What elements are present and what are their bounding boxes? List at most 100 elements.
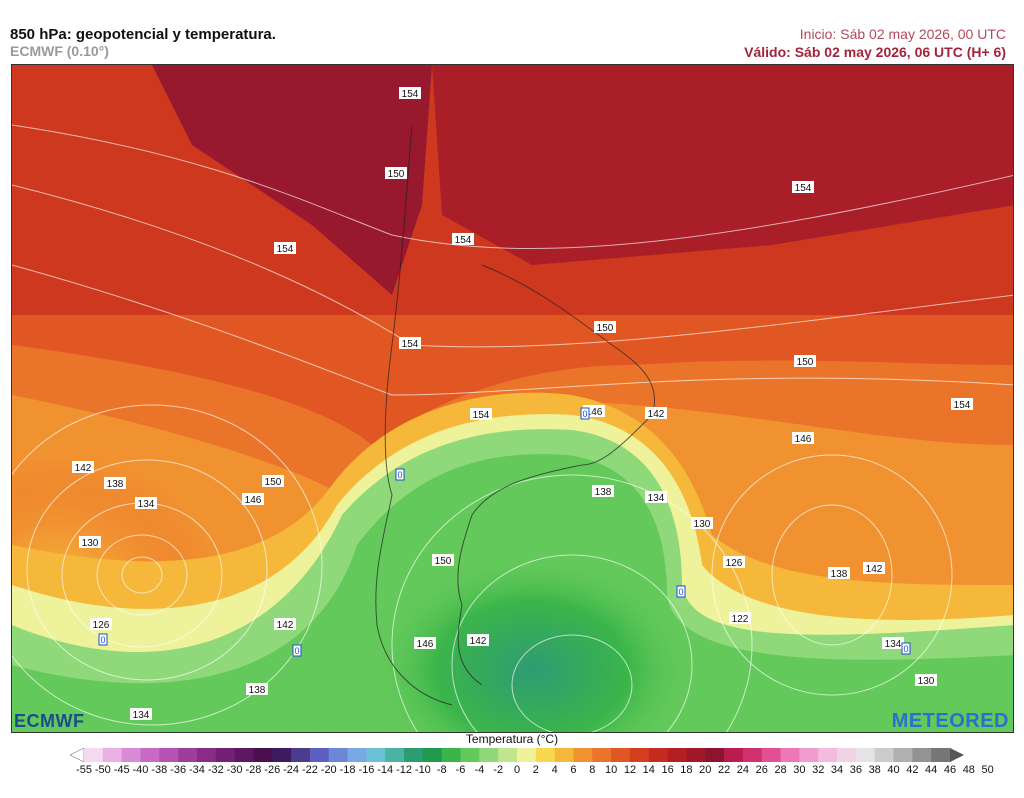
contour-label: 146 [242,493,264,506]
colorbar-segment [234,748,254,762]
svg-text:146: 146 [245,495,262,506]
colorbar-segment [140,748,160,762]
svg-text:146: 146 [586,407,603,418]
contour-label: 126 [90,618,112,631]
svg-text:138: 138 [249,685,266,696]
colorbar-segment [479,748,499,762]
colorbar-tick-label: -24 [283,764,300,776]
contour-label: 122 [729,612,751,625]
svg-text:0: 0 [294,646,299,656]
colorbar-tick-label: 16 [661,764,674,776]
contour-label: 142 [467,634,489,647]
colorbar-segment [498,748,518,762]
contour-label: 134 [882,637,904,650]
colorbar-segment [611,748,631,762]
contour-label: 130 [79,536,101,549]
colorbar-tick-label: -6 [455,764,466,776]
contour-label: 150 [594,321,616,334]
colorbar-segment [159,748,179,762]
contour-label: 146 [792,432,814,445]
colorbar-tick-label: -28 [245,764,262,776]
colorbar-tick-label: -50 [94,764,111,776]
colorbar-tick-label: 2 [532,764,539,776]
svg-text:150: 150 [265,477,282,488]
contour-label: 0 [901,642,911,655]
svg-text:134: 134 [885,639,902,650]
contour-label: 0 [676,585,686,598]
colorbar-segment [724,748,744,762]
colorbar-tick-label: -12 [396,764,412,776]
svg-text:142: 142 [866,564,883,575]
colorbar-tick-label: 44 [925,764,938,776]
colorbar-tick-label: 42 [906,764,919,776]
svg-text:154: 154 [277,244,294,255]
colorbar-tick-label: -26 [264,764,281,776]
colorbar-tick-label: -16 [358,764,375,776]
colorbar-segment [347,748,367,762]
svg-text:146: 146 [795,434,812,445]
contour-label: 126 [723,556,745,569]
colorbar-tick-label: 18 [680,764,693,776]
colorbar-segment [404,748,424,762]
contour-label: 154 [274,242,296,255]
weather-map[interactable]: 154 150 154 154 154 150 154 146 142 150 … [11,64,1014,733]
colorbar-tick-label: 6 [570,764,577,776]
colorbar-segment [196,748,217,762]
colorbar-tick-label: 12 [623,764,637,776]
svg-text:154: 154 [402,89,419,100]
model-label: ECMWF (0.10°) [10,43,109,59]
colorbar-segment [554,748,574,762]
colorbar-segment [893,748,913,762]
map-title: 850 hPa: geopotencial y temperatura. [10,26,276,43]
colorbar-segment [686,748,706,762]
svg-text:154: 154 [402,339,419,350]
colorbar-segment [291,748,311,762]
colorbar-segment [121,748,141,762]
svg-text:154: 154 [795,183,812,194]
colorbar-tick-label: -20 [320,764,337,776]
contour-label: 134 [645,491,667,504]
svg-text:138: 138 [107,479,124,490]
svg-text:0: 0 [397,470,402,480]
contour-label: 0 [292,644,302,657]
colorbar-tick-label: 28 [774,764,787,776]
colorbar-tick-label: 50 [981,764,994,776]
colorbar-segment [535,748,556,762]
colorbar-tick-label: -4 [474,764,485,776]
contour-label: 146 [414,637,436,650]
colorbar-tick-label: 26 [755,764,768,776]
colorbar-tick-label: -34 [189,764,205,776]
colorbar-segment [780,748,800,762]
colorbar-segment [215,748,236,762]
svg-text:0: 0 [678,587,683,597]
svg-text:0: 0 [903,644,908,654]
colorbar-segment [761,748,782,762]
colorbar-segment [253,748,273,762]
colorbar-min-arrow [70,748,85,762]
svg-text:134: 134 [133,710,150,721]
colorbar-segment [178,748,198,762]
colorbar-segment [648,748,669,762]
colorbar-tick-label: -36 [170,764,187,776]
colorbar-tick-label: -10 [414,764,431,776]
contour-label: 138 [592,485,614,498]
valid-time-label: Válido: Sáb 02 may 2026, 06 UTC (H+ 6) [744,44,1006,60]
colorbar-segment [84,748,104,762]
contour-label: 142 [274,618,296,631]
svg-text:150: 150 [435,556,452,567]
svg-text:150: 150 [388,169,405,180]
contour-label: 150 [432,554,454,567]
contour-label: 0 [580,407,590,420]
contour-label: 138 [104,477,126,490]
svg-text:142: 142 [277,620,294,631]
temperature-colorbar [70,748,964,762]
svg-text:150: 150 [797,357,814,368]
svg-text:150: 150 [597,323,614,334]
contour-label: 154 [452,233,474,246]
contour-label: 150 [262,475,284,488]
contour-label: 138 [246,683,268,696]
colorbar-tick-label: 40 [887,764,900,776]
colorbar-tick-label: 24 [736,764,750,776]
colorbar-tick-label: -32 [207,764,224,776]
colorbar-segment [818,748,838,762]
